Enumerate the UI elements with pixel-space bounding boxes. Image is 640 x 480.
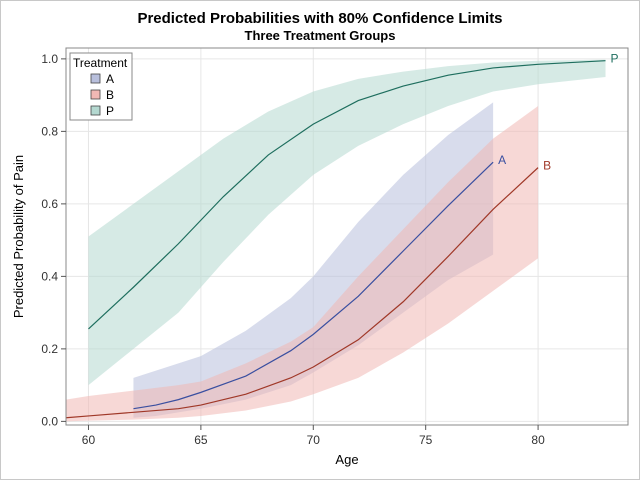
x-axis-label: Age — [335, 452, 358, 467]
series-lines — [65, 60, 606, 419]
legend-box — [69, 52, 133, 121]
confidence-band-A — [133, 102, 494, 418]
chart-subtitle: Three Treatment Groups — [244, 28, 396, 43]
plot-area — [65, 47, 629, 426]
x-tick-label: 65 — [194, 433, 208, 447]
legend-swatch-A — [90, 73, 101, 84]
legend-label-A: A — [106, 72, 114, 86]
y-tick-label: 1.0 — [41, 52, 58, 66]
legend: Treatment ABP — [69, 52, 133, 121]
y-tick-label: 0.0 — [41, 414, 58, 428]
legend-swatch-B — [90, 89, 101, 100]
end-label-P: P — [611, 52, 619, 66]
y-tick-label: 0.2 — [41, 342, 58, 356]
end-label-A: A — [498, 153, 506, 167]
x-tick-label: 70 — [307, 433, 321, 447]
series-line-B — [65, 167, 539, 419]
confidence-band-B — [66, 106, 539, 422]
series-line-P — [88, 60, 606, 330]
legend-label-P: P — [106, 104, 114, 118]
y-tick-label: 0.4 — [41, 269, 58, 283]
y-tick-label: 0.6 — [41, 197, 58, 211]
series-end-labels: A B P — [498, 52, 618, 173]
axis-ticks: 60 65 70 75 80 0.0 0.2 0.4 0.6 0.8 1.0 — [41, 52, 545, 447]
y-axis-label: Predicted Probability of Pain — [11, 155, 26, 318]
confidence-band-P — [88, 59, 606, 386]
legend-title: Treatment — [73, 56, 128, 70]
x-tick-label: 75 — [419, 433, 433, 447]
confidence-bands — [66, 59, 606, 422]
legend-label-B: B — [106, 88, 114, 102]
legend-swatch-P — [90, 105, 101, 116]
x-tick-label: 60 — [82, 433, 96, 447]
chart-title: Predicted Probabilities with 80% Confide… — [137, 10, 503, 27]
y-tick-label: 0.8 — [41, 124, 58, 138]
series-line-A — [133, 161, 494, 410]
end-label-B: B — [543, 159, 551, 173]
x-tick-label: 80 — [531, 433, 545, 447]
